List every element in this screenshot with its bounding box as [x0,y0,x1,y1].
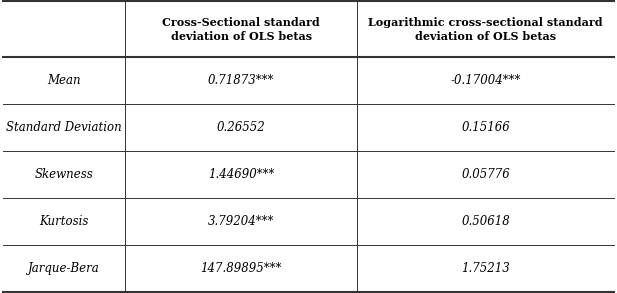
Text: -0.17004***: -0.17004*** [450,74,521,87]
Text: Logarithmic cross-sectional standard
deviation of OLS betas: Logarithmic cross-sectional standard dev… [368,17,603,42]
Text: 147.89895***: 147.89895*** [201,262,282,275]
Text: Standard Deviation: Standard Deviation [6,121,122,134]
Text: 1.44690***: 1.44690*** [208,168,275,181]
Text: 1.75213: 1.75213 [462,262,510,275]
Text: 3.79204***: 3.79204*** [208,215,275,228]
Text: Skewness: Skewness [35,168,94,181]
Text: Jarque-Bera: Jarque-Bera [28,262,100,275]
Text: 0.26552: 0.26552 [217,121,266,134]
Text: Cross-Sectional standard
deviation of OLS betas: Cross-Sectional standard deviation of OL… [162,17,320,42]
Text: Mean: Mean [48,74,81,87]
Text: 0.50618: 0.50618 [462,215,510,228]
Text: Kurtosis: Kurtosis [39,215,89,228]
Text: 0.05776: 0.05776 [462,168,510,181]
Text: 0.71873***: 0.71873*** [208,74,275,87]
Text: 0.15166: 0.15166 [462,121,510,134]
